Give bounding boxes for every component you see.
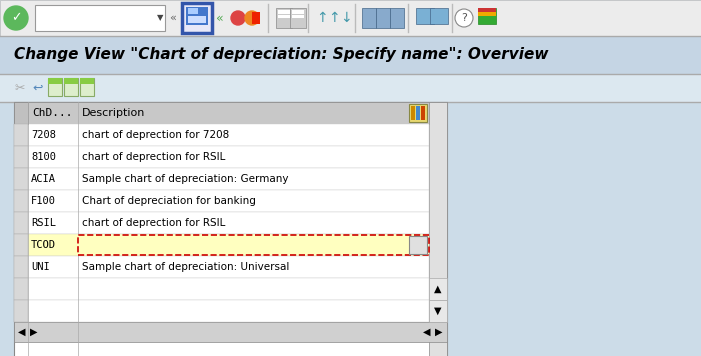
- Text: ▼: ▼: [434, 306, 442, 316]
- Circle shape: [245, 11, 259, 25]
- Bar: [64, 78, 78, 84]
- Bar: [14, 146, 429, 168]
- Text: ↑: ↑: [316, 11, 328, 25]
- Bar: [14, 102, 447, 356]
- Bar: [14, 124, 28, 146]
- Bar: [390, 8, 404, 28]
- Bar: [14, 168, 429, 190]
- Bar: [78, 235, 429, 255]
- Bar: [409, 104, 427, 122]
- Bar: [478, 8, 496, 24]
- Bar: [0, 74, 701, 102]
- Text: chart of deprection for RSIL: chart of deprection for RSIL: [82, 218, 226, 228]
- Text: Change View "Chart of depreciation: Specify name": Overview: Change View "Chart of depreciation: Spec…: [14, 47, 548, 63]
- Bar: [48, 78, 62, 84]
- Bar: [14, 234, 429, 256]
- Bar: [362, 8, 376, 28]
- Bar: [429, 300, 447, 322]
- Bar: [14, 278, 429, 300]
- Bar: [48, 78, 62, 96]
- Bar: [0, 0, 701, 36]
- Circle shape: [455, 9, 473, 27]
- Text: ?: ?: [461, 13, 467, 23]
- Bar: [0, 36, 701, 74]
- Bar: [80, 78, 94, 96]
- Text: Sample chart of depreciation: Germany: Sample chart of depreciation: Germany: [82, 174, 289, 184]
- Text: ACIA: ACIA: [31, 174, 56, 184]
- Circle shape: [231, 11, 245, 25]
- Text: Chart of depreciation for banking: Chart of depreciation for banking: [82, 196, 256, 206]
- Text: Test Chart of Depreciation: Test Chart of Depreciation: [82, 240, 218, 250]
- Text: ▲: ▲: [434, 284, 442, 294]
- Text: chart of deprection for RSIL: chart of deprection for RSIL: [82, 152, 226, 162]
- Bar: [276, 8, 292, 28]
- Text: ◀: ◀: [18, 327, 26, 337]
- Bar: [64, 78, 78, 96]
- Text: ✓: ✓: [11, 11, 21, 25]
- Bar: [182, 3, 212, 33]
- Text: Sample chart of depreciation: Universal: Sample chart of depreciation: Universal: [82, 262, 290, 272]
- Bar: [478, 12, 496, 16]
- Bar: [188, 8, 198, 14]
- Text: «: «: [170, 13, 177, 23]
- Bar: [430, 8, 448, 24]
- Bar: [478, 8, 496, 12]
- Bar: [14, 256, 429, 278]
- Bar: [14, 102, 28, 124]
- Bar: [290, 8, 306, 28]
- Bar: [252, 12, 260, 24]
- Circle shape: [4, 6, 28, 30]
- Bar: [14, 212, 429, 234]
- Text: TCOD: TCOD: [31, 240, 56, 250]
- Bar: [186, 7, 208, 25]
- Text: «: «: [216, 11, 224, 25]
- Bar: [376, 8, 390, 28]
- Bar: [409, 236, 427, 254]
- Bar: [14, 190, 429, 212]
- Bar: [416, 106, 420, 120]
- Bar: [35, 5, 165, 31]
- Bar: [429, 278, 447, 300]
- Bar: [14, 256, 28, 278]
- Text: ↑: ↑: [328, 11, 340, 25]
- Bar: [411, 106, 415, 120]
- Bar: [416, 8, 434, 24]
- Bar: [14, 234, 28, 256]
- Bar: [14, 146, 28, 168]
- Bar: [188, 16, 206, 23]
- Text: ▶: ▶: [435, 327, 443, 337]
- Bar: [278, 10, 290, 14]
- Bar: [14, 102, 447, 124]
- Bar: [14, 168, 28, 190]
- Text: F100: F100: [31, 196, 56, 206]
- Bar: [292, 10, 304, 14]
- Bar: [429, 102, 447, 356]
- Bar: [14, 212, 28, 234]
- Bar: [80, 78, 94, 84]
- Bar: [292, 15, 304, 18]
- Text: 7208: 7208: [31, 130, 56, 140]
- Text: RSIL: RSIL: [31, 218, 56, 228]
- Bar: [14, 300, 28, 322]
- Bar: [14, 278, 28, 300]
- Text: ▶: ▶: [30, 327, 38, 337]
- Text: ↓: ↓: [340, 11, 352, 25]
- Bar: [14, 190, 28, 212]
- Text: 8100: 8100: [31, 152, 56, 162]
- Text: UNI: UNI: [31, 262, 50, 272]
- Bar: [14, 322, 447, 342]
- Bar: [14, 124, 429, 146]
- Text: Description: Description: [82, 108, 145, 118]
- Bar: [14, 300, 429, 322]
- Bar: [278, 15, 290, 18]
- Text: chart of deprection for 7208: chart of deprection for 7208: [82, 130, 229, 140]
- Text: ChD...: ChD...: [32, 108, 72, 118]
- Text: ▼: ▼: [157, 14, 163, 22]
- Text: ↩: ↩: [33, 82, 43, 94]
- Text: ✂: ✂: [15, 82, 25, 94]
- Bar: [421, 106, 425, 120]
- Text: ◀: ◀: [423, 327, 430, 337]
